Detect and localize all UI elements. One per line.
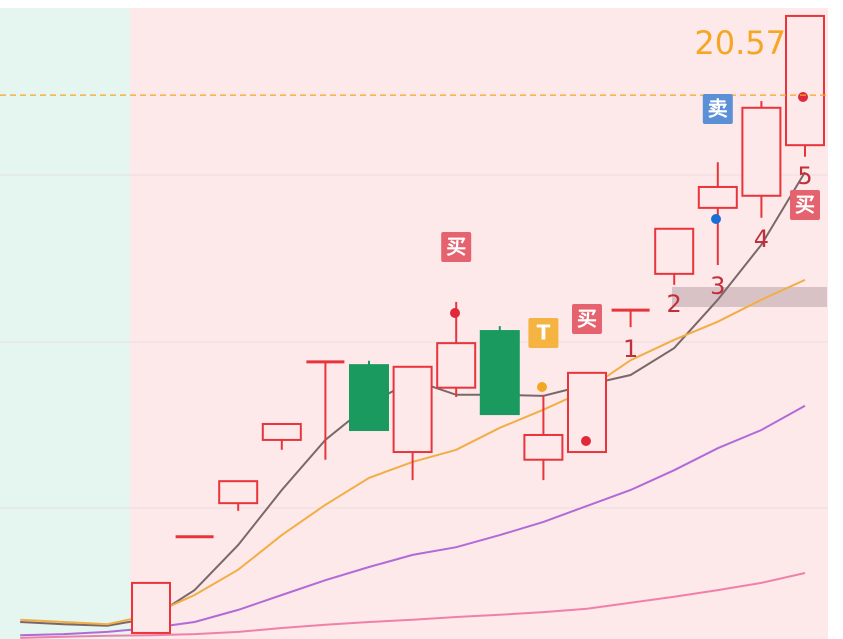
signal-badge <box>441 232 472 262</box>
dot <box>537 382 547 392</box>
candle-body <box>261 422 302 441</box>
dot <box>450 308 460 318</box>
candle-body <box>785 14 825 147</box>
dot <box>711 214 721 224</box>
candle-body <box>218 480 259 505</box>
band <box>672 287 827 307</box>
candle-body <box>392 365 433 454</box>
signal-badge <box>572 304 602 334</box>
signal-badge <box>702 94 733 124</box>
counter: 4 <box>754 225 769 253</box>
signal-text: 买 <box>795 193 815 217</box>
candle-body <box>479 330 520 416</box>
ma-line <box>20 572 806 639</box>
candle-body <box>654 227 695 275</box>
signal-text: T <box>537 321 551 345</box>
signal-text: 卖 <box>708 97 728 121</box>
signal-badge <box>528 318 559 348</box>
counter: 3 <box>710 272 725 300</box>
counter: 2 <box>667 290 682 318</box>
signal-text: 买 <box>577 307 597 331</box>
price-label: 20.57 <box>694 24 786 62</box>
candle-body <box>523 433 564 461</box>
dot <box>798 92 808 102</box>
candle-body <box>131 581 171 634</box>
candle-body <box>741 106 782 197</box>
candle-body <box>436 342 477 389</box>
signal-text: 买 <box>446 235 466 259</box>
candle-body <box>349 364 389 432</box>
counter: 5 <box>797 162 812 190</box>
signal-badge <box>790 190 820 220</box>
counter: 1 <box>623 335 638 363</box>
bg-left <box>0 8 130 639</box>
candle-body <box>697 185 738 209</box>
dot <box>581 436 591 446</box>
